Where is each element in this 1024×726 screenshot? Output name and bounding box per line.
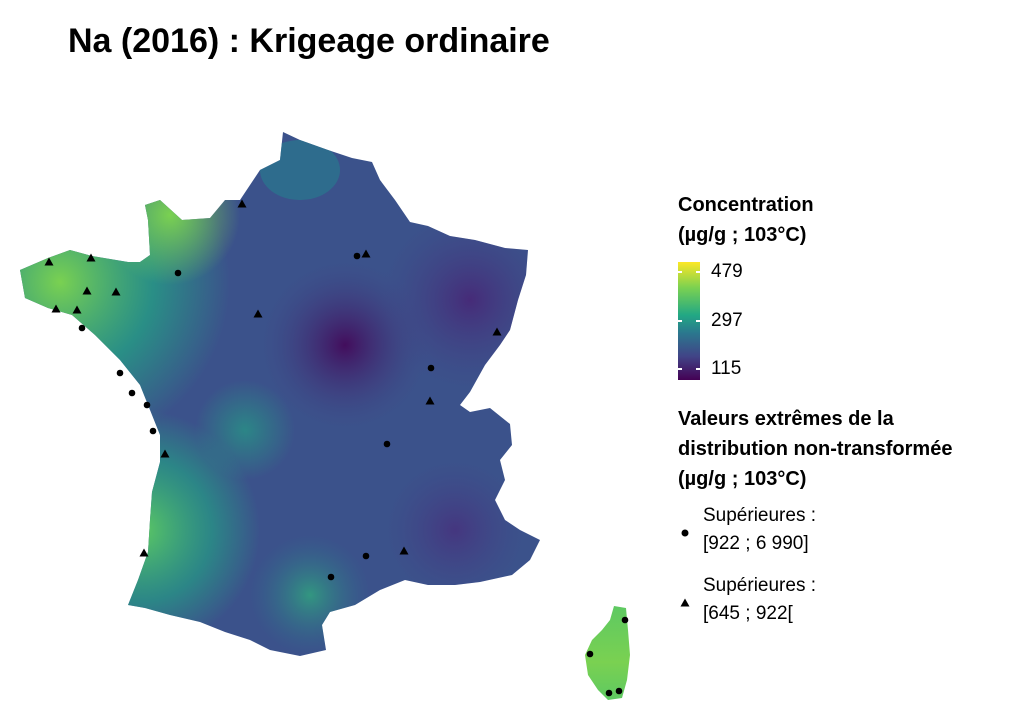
triangle-marker-icon [44,257,54,266]
colorbar-gradient [678,262,700,380]
map-title: Na (2016) : Krigeage ordinaire [68,22,550,60]
circle-marker-icon [586,650,594,658]
triangle-marker-icon [253,309,263,318]
circle-marker-icon [621,616,629,624]
circle-marker-icon [128,389,136,397]
circle-marker-icon [116,369,124,377]
triangle-marker-icon [72,305,82,314]
circle-marker-icon [427,364,435,372]
triangle-marker-icon [51,304,61,313]
legend-item-triangle: Supérieures : [645 ; 922[ [678,572,1018,634]
map-legend: Concentration (µg/g ; 103°C) 479 297 115… [678,190,1018,634]
circle-marker-icon [353,252,361,260]
triangle-marker-icon [361,249,371,258]
circle-marker-icon [149,427,157,435]
circle-marker-icon [681,529,689,537]
extreme-value-markers [44,199,629,697]
circle-marker-icon [362,552,370,560]
colorbar-tick-mid: 297 [711,310,743,331]
triangle-marker-icon [86,253,96,262]
circle-marker-icon [174,269,182,277]
triangle-marker-icon [160,449,170,458]
colorbar: 479 297 115 [678,262,1018,388]
circle-marker-icon [78,324,86,332]
triangle-marker-icon [492,327,502,336]
triangle-marker-icon [111,287,121,296]
triangle-marker-icon [680,598,690,607]
colorbar-tick-max: 479 [711,261,743,282]
circle-marker-icon [615,687,623,695]
triangle-marker-icon [237,199,247,208]
extremes-legend-title: Valeurs extrêmes de la distribution non-… [678,408,953,490]
corsica [585,606,630,700]
circle-marker-icon [605,689,613,697]
circle-marker-icon [383,440,391,448]
concentration-legend-title: Concentration (µg/g ; 103°C) [678,194,814,246]
colorbar-tick-min: 115 [711,358,742,379]
circle-marker-icon [143,401,151,409]
triangle-marker-icon [399,546,409,555]
triangle-marker-icon [82,286,92,295]
triangle-marker-icon [139,548,149,557]
triangle-marker-icon [425,396,435,405]
legend-item-circle: Supérieures : [922 ; 6 990] [678,502,1018,564]
circle-marker-icon [327,573,335,581]
france-krigeage-map [20,132,630,700]
